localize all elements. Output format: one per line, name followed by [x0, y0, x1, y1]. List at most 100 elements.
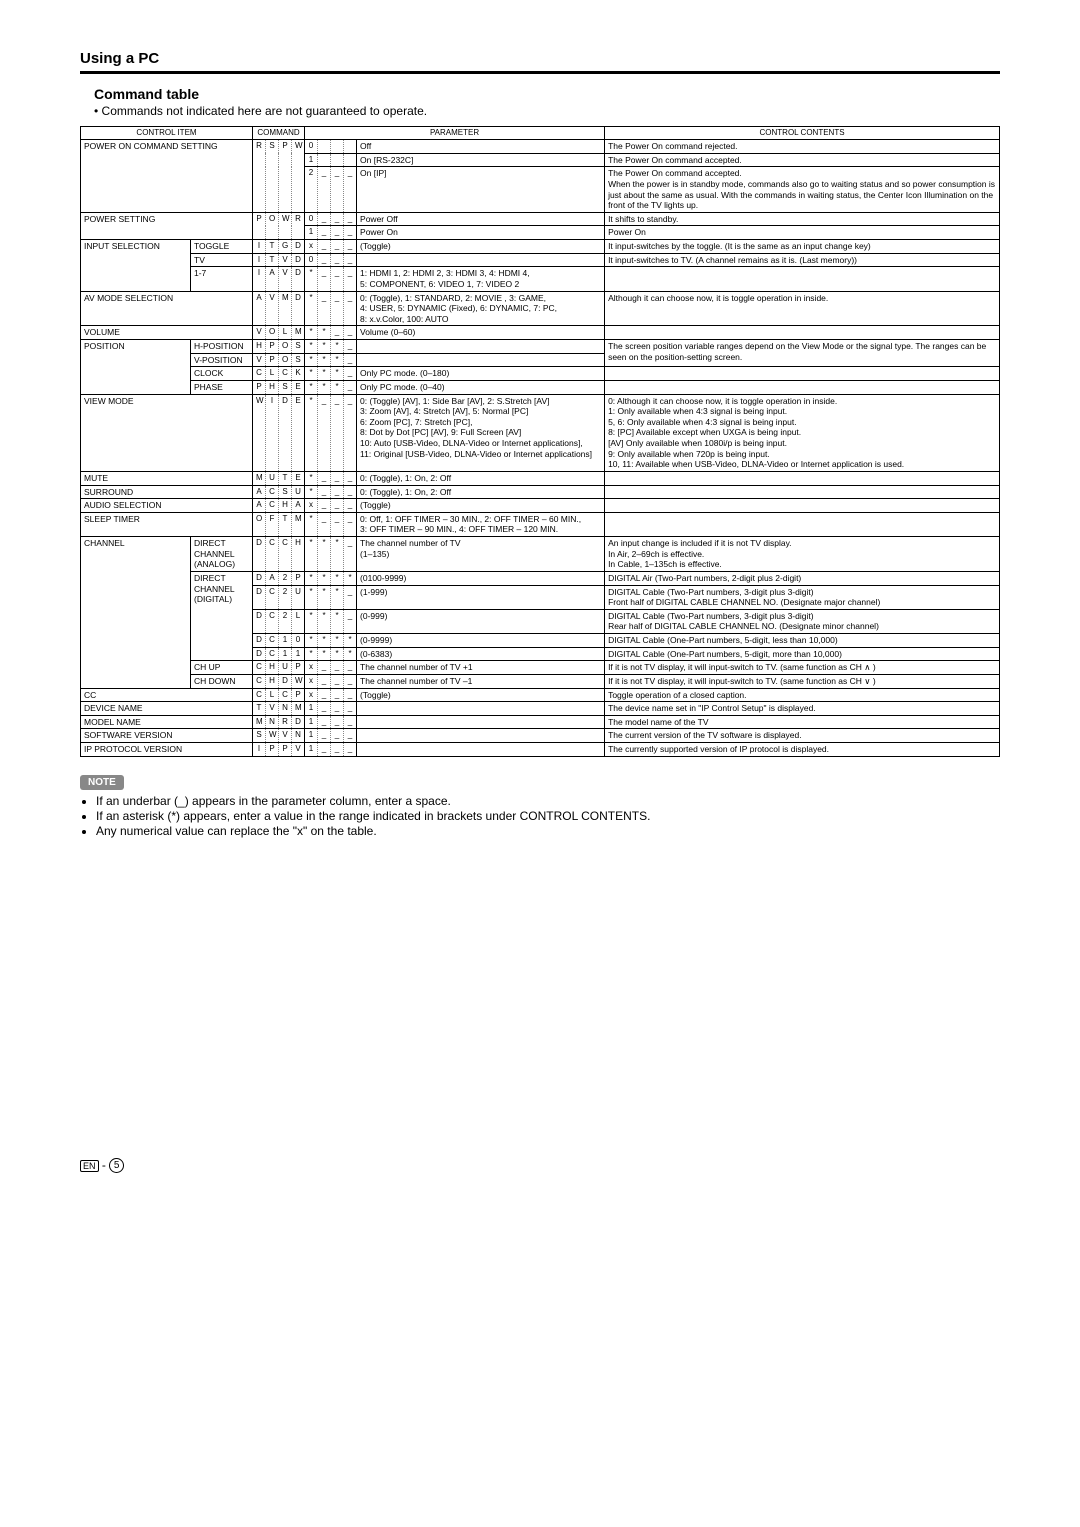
param-desc [357, 340, 605, 354]
control-contents [605, 471, 1000, 485]
cmd-char: 1 [279, 634, 292, 648]
cmd-char: R [292, 212, 305, 239]
control-item: VIEW MODE [81, 394, 253, 471]
cmd-char: M [292, 326, 305, 340]
param-char: _ [344, 167, 357, 213]
cmd-char: H [292, 537, 305, 572]
param-char: * [318, 326, 331, 340]
cmd-char: H [266, 674, 279, 688]
param-char: _ [344, 267, 357, 291]
param-desc: 0: (Toggle) [AV], 1: Side Bar [AV], 2: S… [357, 394, 605, 471]
param-desc: On [IP] [357, 167, 605, 213]
param-char [344, 140, 357, 154]
param-char: * [305, 326, 318, 340]
param-char: _ [344, 340, 357, 354]
param-char: _ [331, 688, 344, 702]
cmd-char: C [279, 367, 292, 381]
cmd-char: C [266, 537, 279, 572]
param-char: _ [331, 729, 344, 743]
cmd-char: 1 [279, 647, 292, 661]
param-char: _ [318, 674, 331, 688]
param-desc: 0: (Toggle), 1: STANDARD, 2: MOVIE , 3: … [357, 291, 605, 326]
param-char: x [305, 661, 318, 675]
control-contents: The Power On command accepted. When the … [605, 167, 1000, 213]
cmd-char: T [253, 702, 266, 716]
param-char: * [318, 353, 331, 367]
control-item: AV MODE SELECTION [81, 291, 253, 326]
control-sub-item: PHASE [191, 380, 253, 394]
param-char: _ [331, 471, 344, 485]
param-char: _ [331, 240, 344, 254]
control-contents: The Power On command accepted. [605, 153, 1000, 167]
cmd-char: V [279, 253, 292, 267]
control-contents: The device name set in "IP Control Setup… [605, 702, 1000, 716]
cmd-char: W [266, 729, 279, 743]
param-desc [357, 353, 605, 367]
cmd-char: 2 [279, 609, 292, 633]
param-char: * [344, 571, 357, 585]
param-char: _ [318, 729, 331, 743]
control-contents: The screen position variable ranges depe… [605, 340, 1000, 367]
param-char: _ [331, 267, 344, 291]
cmd-char: V [279, 267, 292, 291]
param-char: _ [344, 609, 357, 633]
control-item: POWER SETTING [81, 212, 253, 239]
control-contents [605, 512, 1000, 536]
cmd-char: T [266, 240, 279, 254]
cmd-char: D [292, 240, 305, 254]
param-char: * [318, 634, 331, 648]
param-desc [357, 729, 605, 743]
cmd-char: I [253, 253, 266, 267]
param-char: _ [318, 253, 331, 267]
control-contents: Although it can choose now, it is toggle… [605, 291, 1000, 326]
control-contents: If it is not TV display, it will input-s… [605, 674, 1000, 688]
cmd-char: C [266, 499, 279, 513]
cmd-char: L [266, 688, 279, 702]
param-char [331, 153, 344, 167]
cmd-char: P [279, 743, 292, 757]
param-desc: (Toggle) [357, 688, 605, 702]
param-char: x [305, 499, 318, 513]
param-char: * [331, 537, 344, 572]
cmd-char: H [279, 499, 292, 513]
param-char: _ [344, 702, 357, 716]
param-char: _ [318, 512, 331, 536]
note-item: If an underbar (_) appears in the parame… [96, 794, 1000, 808]
param-char: * [305, 394, 318, 471]
param-char [318, 153, 331, 167]
param-desc: (0-999) [357, 609, 605, 633]
param-char: _ [344, 585, 357, 609]
cmd-char: L [279, 326, 292, 340]
cmd-char: O [266, 326, 279, 340]
cmd-char: R [253, 140, 266, 213]
cmd-char: P [253, 380, 266, 394]
control-sub-item: H-POSITION [191, 340, 253, 354]
cmd-char: O [279, 340, 292, 354]
param-char: * [331, 571, 344, 585]
param-char: _ [331, 715, 344, 729]
cmd-char: V [253, 326, 266, 340]
param-char: _ [331, 226, 344, 240]
cmd-char: U [266, 471, 279, 485]
param-char: * [305, 380, 318, 394]
param-desc: On [RS-232C] [357, 153, 605, 167]
control-contents: DIGITAL Air (Two-Part numbers, 2-digit p… [605, 571, 1000, 585]
cmd-char: W [253, 394, 266, 471]
param-char: * [318, 585, 331, 609]
param-char: _ [344, 537, 357, 572]
note-list: If an underbar (_) appears in the parame… [84, 794, 1000, 838]
th-control-item: CONTROL ITEM [81, 127, 253, 140]
param-char: _ [344, 729, 357, 743]
cmd-char: M [292, 512, 305, 536]
cmd-char: W [292, 140, 305, 213]
param-char: _ [344, 471, 357, 485]
param-desc: (0100-9999) [357, 571, 605, 585]
param-char: _ [344, 512, 357, 536]
param-char: _ [318, 485, 331, 499]
param-char: _ [331, 702, 344, 716]
param-char: * [305, 647, 318, 661]
cmd-char: C [253, 661, 266, 675]
param-char: * [305, 471, 318, 485]
param-char: * [305, 537, 318, 572]
param-char: * [331, 340, 344, 354]
